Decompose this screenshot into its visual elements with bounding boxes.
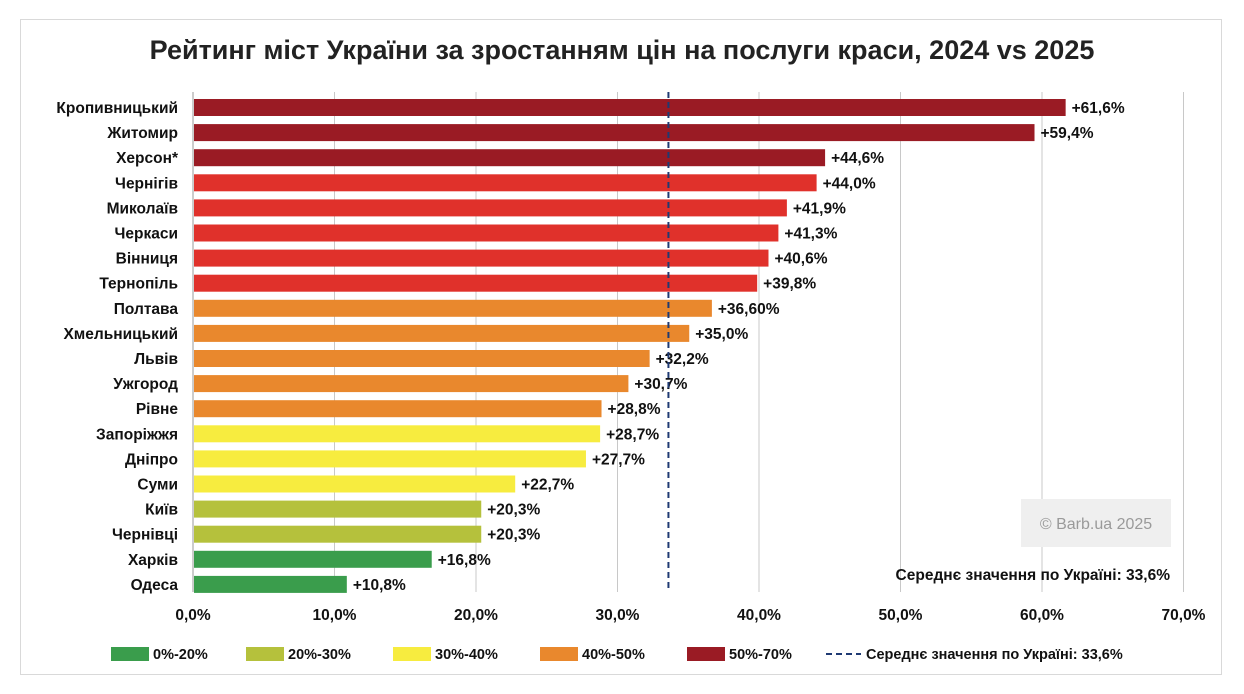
category-label: Тернопіль <box>99 276 178 293</box>
bar <box>194 375 629 393</box>
legend-label: 20%-30% <box>288 647 351 663</box>
x-tick-label: 50,0% <box>879 607 923 624</box>
average-note: Середнє значення по Україні: 33,6% <box>896 567 1171 584</box>
bar <box>194 425 601 443</box>
category-label: Суми <box>137 477 178 494</box>
category-label: Черкаси <box>114 226 178 243</box>
value-label: +30,7% <box>634 376 687 393</box>
category-label: Кропивницький <box>56 100 178 117</box>
value-label: +22,7% <box>521 477 574 494</box>
value-label: +44,0% <box>823 175 876 192</box>
value-label: +35,0% <box>695 326 748 343</box>
watermark-box <box>1021 499 1171 547</box>
x-axis-ticks: 0,0% 10,0% 20,0% 30,0% 40,0% 50,0% 60,0% 70,0% <box>175 607 1205 624</box>
legend-label: 50%-70% <box>729 647 792 663</box>
category-label: Вінниця <box>116 251 178 268</box>
bar <box>194 224 779 242</box>
bar <box>194 475 516 493</box>
x-tick-label: 20,0% <box>454 607 498 624</box>
category-label: Одеса <box>131 577 179 594</box>
x-tick-label: 30,0% <box>596 607 640 624</box>
legend-swatch <box>111 647 149 661</box>
legend-label: 0%-20% <box>153 647 208 663</box>
chart-frame: Рейтинг міст України за зростанням цін н… <box>20 19 1222 675</box>
bar <box>194 124 1035 142</box>
category-label: Дніпро <box>125 451 178 468</box>
bar <box>194 575 347 593</box>
category-label: Житомир <box>106 125 178 142</box>
category-label: Київ <box>145 502 178 519</box>
value-label: +28,8% <box>608 401 661 418</box>
bar-chart: Рейтинг міст України за зростанням цін н… <box>56 35 1205 663</box>
value-label: +59,4% <box>1041 125 1094 142</box>
value-label: +41,3% <box>784 226 837 243</box>
x-tick-label: 40,0% <box>737 607 781 624</box>
category-label: Чернігів <box>115 175 178 192</box>
legend-swatch <box>393 647 431 661</box>
category-label: Миколаїв <box>107 200 178 217</box>
bar <box>194 274 758 292</box>
bar <box>194 500 482 518</box>
value-label: +20,3% <box>487 527 540 544</box>
bar <box>194 550 432 568</box>
category-label: Харків <box>128 552 178 569</box>
x-tick-label: 10,0% <box>313 607 357 624</box>
value-label: +10,8% <box>353 577 406 594</box>
bar <box>194 299 712 317</box>
watermark: © Barb.ua 2025 <box>1021 499 1171 547</box>
legend-swatch <box>687 647 725 661</box>
x-tick-label: 0,0% <box>175 607 211 624</box>
value-label: +44,6% <box>831 150 884 167</box>
bar <box>194 350 650 367</box>
bars <box>194 99 1066 593</box>
bar <box>194 249 769 267</box>
value-label: +61,6% <box>1072 100 1125 117</box>
legend-swatch <box>246 647 284 661</box>
category-label: Чернівці <box>112 527 178 544</box>
bar <box>194 149 826 167</box>
value-label: +20,3% <box>487 502 540 519</box>
bar <box>194 99 1066 116</box>
category-label: Львів <box>134 351 178 368</box>
value-label: +27,7% <box>592 451 645 468</box>
chart-title: Рейтинг міст України за зростанням цін н… <box>150 35 1095 65</box>
legend-swatch <box>540 647 578 661</box>
legend-average-label: Середнє значення по Україні: 33,6% <box>866 647 1123 663</box>
bar <box>194 174 817 192</box>
legend-label: 40%-50% <box>582 647 645 663</box>
value-label: +28,7% <box>606 426 659 443</box>
category-label: Херсон* <box>116 150 179 167</box>
category-label: Ужгород <box>113 376 178 393</box>
legend: 0%-20% 20%-30% 30%-40% 40%-50% 50%-70% Середн… <box>111 647 1123 663</box>
category-labels: Кропивницький Житомир Херсон* Чернігів Микол… <box>56 100 179 594</box>
bar <box>194 450 586 468</box>
legend-label: 30%-40% <box>435 647 498 663</box>
value-label: +41,9% <box>793 200 846 217</box>
x-tick-label: 70,0% <box>1162 607 1206 624</box>
value-label: +39,8% <box>763 276 816 293</box>
bar <box>194 199 787 217</box>
bar <box>194 324 690 342</box>
category-label: Хмельницький <box>63 326 178 343</box>
x-tick-label: 60,0% <box>1020 607 1064 624</box>
bar <box>194 525 482 543</box>
value-label: +40,6% <box>774 251 827 268</box>
category-label: Рівне <box>136 401 179 418</box>
value-label: +16,8% <box>438 552 491 569</box>
category-label: Полтава <box>114 301 179 318</box>
value-label: +32,2% <box>656 351 709 368</box>
value-labels: +61,6% +59,4% +44,6% +44,0% +41,9% +41,3% +40,… <box>353 100 1125 594</box>
bar <box>194 400 602 418</box>
watermark-text: © Barb.ua 2025 <box>1040 516 1152 533</box>
category-label: Запоріжжя <box>96 426 178 443</box>
value-label: +36,60% <box>718 301 780 318</box>
